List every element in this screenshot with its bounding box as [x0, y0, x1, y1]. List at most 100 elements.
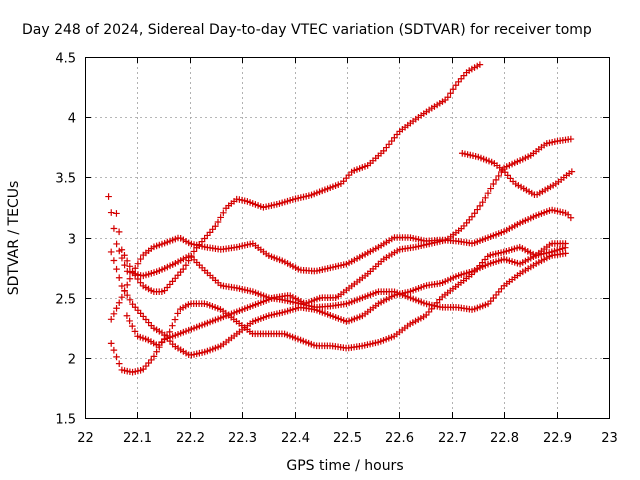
y-tick-label: 4: [68, 112, 76, 127]
data-point: [123, 257, 131, 265]
axis-ticks: 22 22.1 22.2 22.3 22.4 22.5 22.6 22.7 22.8 22.9 23…: [55, 52, 617, 447]
y-tick-label: 2.5: [55, 293, 76, 308]
series-track-2: [107, 206, 575, 323]
data-point: [113, 304, 120, 312]
x-tick-label: 22.5: [333, 431, 362, 446]
data-point: [123, 281, 131, 289]
data-point: [150, 353, 158, 360]
y-tick-label: 3.5: [55, 172, 76, 187]
data-point: [107, 316, 115, 323]
data-point: [118, 282, 126, 290]
x-tick-label: 23: [601, 431, 618, 446]
data-point: [118, 246, 126, 254]
data-point: [115, 274, 123, 282]
data-point: [107, 209, 115, 216]
data-point: [567, 135, 575, 143]
data-point: [179, 265, 187, 273]
data-point: [126, 296, 134, 304]
data-point: [487, 185, 494, 192]
data-point: [147, 356, 155, 364]
x-tick-label: 22: [77, 431, 94, 446]
data-point: [220, 209, 227, 217]
data-point: [212, 222, 219, 230]
data-point: [185, 257, 192, 264]
data-point: [476, 61, 484, 68]
x-tick-label: 22.3: [228, 431, 257, 446]
data-point: [447, 89, 454, 97]
x-tick-label: 22.2: [176, 431, 205, 446]
data-point: [567, 214, 575, 222]
data-point: [107, 248, 115, 256]
data-point: [214, 218, 222, 226]
y-axis-label: SDTVAR / TECUs: [6, 181, 22, 296]
data-point: [110, 257, 118, 264]
data-point: [105, 193, 112, 200]
x-tick-label: 22.4: [281, 431, 310, 446]
data-point: [190, 248, 198, 255]
data-point: [482, 194, 489, 202]
data-point: [568, 168, 576, 175]
x-axis-label: GPS time / hours: [286, 458, 403, 474]
data-point: [134, 260, 142, 267]
data-point: [171, 316, 179, 323]
data-point: [115, 228, 123, 236]
data-point: [492, 176, 500, 184]
data-point: [115, 299, 123, 307]
data-point: [490, 180, 497, 188]
data-point: [123, 291, 131, 299]
data-point: [187, 252, 195, 260]
data-point: [137, 255, 144, 263]
data-point: [484, 189, 492, 197]
grid: [85, 57, 609, 418]
y-tick-label: 4.5: [55, 52, 76, 67]
data-point: [495, 172, 502, 180]
data-point: [126, 317, 133, 325]
data-point: [169, 322, 176, 330]
data-point: [131, 264, 139, 272]
data-point: [113, 265, 120, 273]
data-point: [562, 250, 569, 257]
data-point: [110, 310, 118, 318]
data-point: [474, 206, 481, 213]
data-point: [153, 348, 160, 356]
data-point: [118, 293, 126, 301]
data-point: [468, 213, 476, 221]
data-point: [471, 209, 478, 217]
data-point: [126, 275, 134, 283]
y-tick-label: 1.5: [55, 413, 76, 428]
data-points: [105, 61, 576, 376]
x-tick-label: 22.1: [123, 431, 152, 446]
x-tick-label: 22.9: [543, 431, 572, 446]
data-point: [126, 263, 134, 270]
data-point: [121, 261, 128, 269]
data-point: [449, 85, 457, 93]
series-track-3: [107, 135, 575, 376]
data-point: [479, 198, 486, 206]
y-tick-label: 2: [68, 353, 76, 368]
data-point: [129, 268, 136, 275]
data-point: [131, 272, 139, 279]
data-point: [444, 93, 452, 101]
data-point: [121, 251, 128, 259]
chart-title: Day 248 of 2024, Sidereal Day-to-day VTE…: [22, 22, 592, 38]
data-point: [107, 340, 115, 347]
data-point: [163, 332, 171, 340]
data-point: [113, 353, 120, 361]
x-tick-label: 22.8: [490, 431, 519, 446]
data-point: [110, 225, 118, 232]
data-point: [121, 287, 128, 294]
data-point: [115, 360, 123, 367]
data-point: [217, 214, 224, 221]
data-point: [561, 244, 569, 252]
x-tick-label: 22.7: [438, 431, 467, 446]
series-track-7: [458, 149, 576, 198]
series-track-5: [123, 243, 569, 352]
series-track-6: [113, 61, 484, 295]
data-point: [476, 202, 484, 210]
data-point: [123, 312, 131, 320]
data-point: [134, 275, 142, 283]
data-point: [110, 346, 118, 354]
data-point: [113, 210, 120, 217]
data-point: [174, 310, 181, 317]
